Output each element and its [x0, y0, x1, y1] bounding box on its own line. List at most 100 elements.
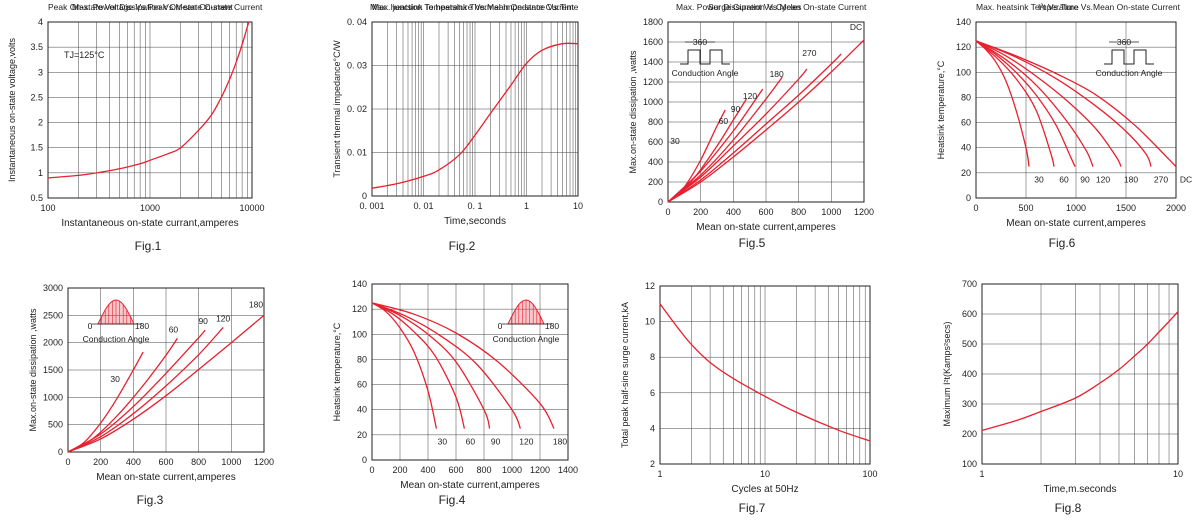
y-tick-label: 60 — [357, 380, 367, 390]
plot-frame — [67, 287, 265, 453]
series-line-270 — [667, 53, 842, 203]
y-tick-label: 100 — [956, 67, 971, 77]
x-tick-label: 400 — [420, 465, 435, 475]
chart-title: Max. heatsink Temperature Vs.Mean On-sta… — [976, 2, 1181, 12]
y-tick-label: 800 — [648, 117, 663, 127]
y-tick-label: 20 — [357, 430, 367, 440]
chart-title: I²t Vs.Time — [1038, 2, 1079, 12]
y-tick-label: 1.5 — [30, 143, 43, 153]
series-line-120 — [667, 76, 783, 203]
series-label-90: 90 — [731, 104, 741, 114]
x-tick-label: 1400 — [558, 465, 578, 475]
x-tick-label: 0 — [973, 203, 978, 213]
series-label-270: 270 — [1154, 175, 1168, 185]
series-line-I2t — [981, 311, 1179, 432]
x-tick-label: 200 — [93, 457, 108, 467]
figure-caption: Fig.5 — [739, 236, 766, 250]
y-tick-label: 0 — [362, 191, 367, 201]
y-tick-label: 300 — [962, 399, 977, 409]
y-tick-label: 8 — [650, 352, 655, 362]
x-tick-label: 600 — [158, 457, 173, 467]
rect-wave — [1104, 49, 1154, 65]
period-label: 360 — [1117, 37, 1131, 47]
series-line-Zth — [371, 42, 579, 189]
x-tick-label: 0. 001 — [359, 201, 384, 211]
fig6-chart: Max. heatsink Temperature Vs.Mean On-sta… — [936, 2, 1192, 250]
x-axis-label: Mean on-state current,amperes — [696, 222, 836, 233]
y-tick-label: 3000 — [43, 283, 63, 293]
x-axis-label: Time,m.seconds — [1044, 484, 1117, 495]
series-label-180: 180 — [249, 299, 263, 309]
inset-zero-label: 0 — [498, 321, 503, 331]
x-tick-label: 0 — [665, 207, 670, 217]
junction-temp-annotation: TJ=125°C — [64, 50, 105, 60]
y-axis-label: Maximum I²t(Kamps²secs) — [942, 321, 952, 426]
y-tick-label: 1600 — [643, 37, 663, 47]
x-tick-label: 1000 — [821, 207, 841, 217]
y-tick-label: 1000 — [643, 97, 663, 107]
x-tick-label: 10 — [573, 201, 583, 211]
x-tick-label: 400 — [126, 457, 141, 467]
series-label-90: 90 — [198, 316, 208, 326]
fig3-chart: Max. Power Dissipation Vs.Mean On-state … — [28, 2, 274, 507]
y-tick-label: 60 — [961, 118, 971, 128]
y-tick-label: 40 — [961, 143, 971, 153]
grid — [976, 22, 1176, 198]
plot-frame — [981, 283, 1179, 465]
figure-caption: Fig.6 — [1049, 236, 1076, 250]
y-tick-label: 0. 04 — [347, 17, 367, 27]
series-line-30 — [975, 40, 1030, 167]
series-line-60 — [67, 337, 178, 453]
x-tick-label: 10 — [1173, 469, 1183, 479]
series-label-180: 180 — [553, 437, 567, 447]
y-tick-label: 700 — [962, 279, 977, 289]
chart-title: Peak On-state Voltage Vs.Peak On-state C… — [48, 2, 233, 12]
y-tick-label: 200 — [648, 177, 663, 187]
x-axis-label: Time,seconds — [444, 216, 506, 227]
x-tick-label: 400 — [726, 207, 741, 217]
conduction-angle-inset: 360 Conduction Angle — [672, 37, 739, 78]
series-label-120: 120 — [743, 91, 757, 101]
y-tick-label: 400 — [648, 157, 663, 167]
series-line-120 — [975, 40, 1094, 167]
y-tick-label: 1500 — [43, 365, 63, 375]
y-tick-label: 600 — [648, 137, 663, 147]
series-line-120 — [371, 302, 522, 429]
x-tick-label: 1200 — [530, 465, 550, 475]
y-tick-label: 140 — [352, 279, 367, 289]
plot-frame — [47, 21, 253, 199]
series-line-30 — [371, 302, 438, 429]
y-axis-label: Instantaneous on-state voltage,volts — [7, 37, 17, 182]
figure-caption: Fig.3 — [137, 493, 164, 507]
x-axis-label: Mean on-state current,amperes — [400, 480, 540, 491]
x-tick-label: 0. 01 — [413, 201, 433, 211]
y-tick-label: 120 — [956, 42, 971, 52]
x-tick-label: 1200 — [254, 457, 274, 467]
y-tick-label: 500 — [48, 420, 63, 430]
y-tick-label: 4 — [650, 423, 655, 433]
x-tick-label: 1 — [524, 201, 529, 211]
x-tick-label: 1000 — [502, 465, 522, 475]
series-line-60 — [975, 40, 1055, 167]
y-tick-label: 1800 — [643, 17, 663, 27]
inset-angle-label: 180 — [545, 321, 559, 331]
y-tick-label: 4 — [38, 17, 43, 27]
x-axis-label: Mean on-state current,amperes — [1006, 218, 1146, 229]
x-tick-label: 0 — [65, 457, 70, 467]
y-tick-label: 0.5 — [30, 193, 43, 203]
series-label-120: 120 — [216, 313, 230, 323]
x-tick-label: 1000 — [140, 203, 160, 213]
series-label-270: 270 — [802, 48, 816, 58]
series-line-30 — [67, 351, 144, 453]
y-axis-label: Total peak half-sine surge current,kA — [620, 302, 630, 448]
x-tick-label: 10000 — [239, 203, 264, 213]
x-tick-label: 600 — [448, 465, 463, 475]
y-tick-label: 120 — [352, 304, 367, 314]
y-tick-label: 100 — [352, 329, 367, 339]
x-tick-label: 10 — [760, 469, 770, 479]
y-tick-label: 1000 — [43, 392, 63, 402]
series-line-60 — [667, 98, 747, 203]
conduction-angle-caption: Conduction Angle — [83, 334, 150, 344]
y-tick-label: 80 — [357, 354, 367, 364]
y-tick-label: 3 — [38, 67, 43, 77]
